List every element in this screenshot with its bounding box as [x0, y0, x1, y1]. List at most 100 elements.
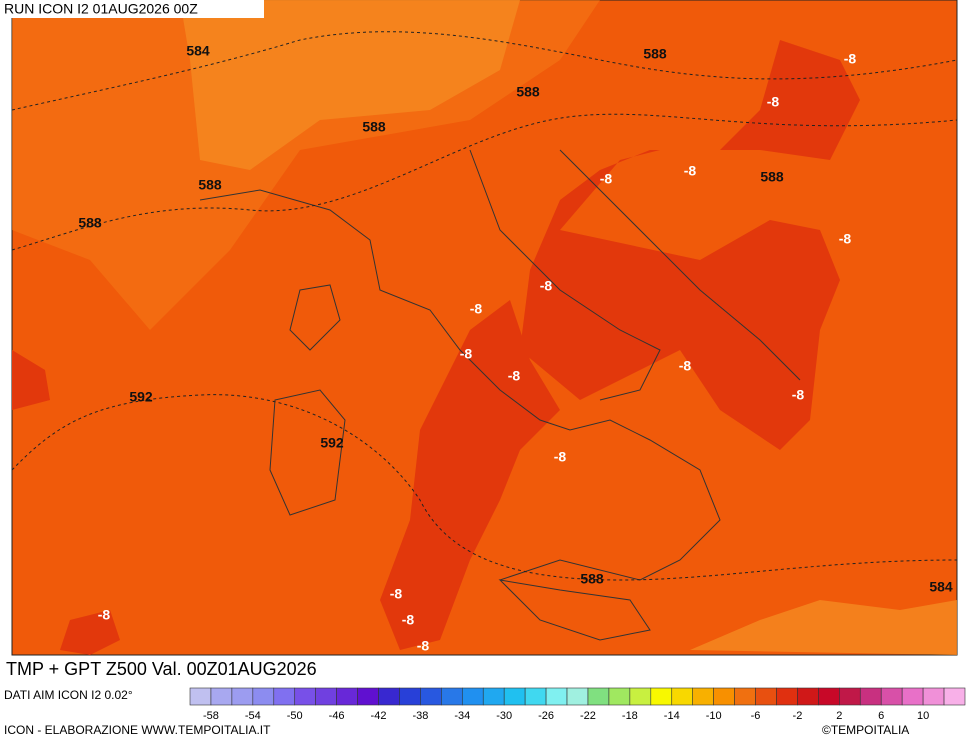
- contour-label: -8: [390, 586, 403, 602]
- run-label: RUN ICON I2 01AUG2026 00Z: [4, 1, 198, 17]
- colorbar-swatch: [943, 687, 966, 706]
- contour-label: 588: [580, 571, 604, 587]
- contour-label: -8: [540, 278, 553, 294]
- colorbar-swatch: [420, 687, 442, 706]
- colorbar-swatch: [901, 687, 924, 706]
- warm-zone: [690, 600, 957, 655]
- colorbar-swatch: [524, 687, 547, 706]
- contour-label: -8: [844, 51, 857, 67]
- map-title: TMP + GPT Z500 Val. 00Z01AUG2026: [6, 659, 317, 679]
- colorbar-label: -42: [371, 710, 387, 722]
- colorbar-swatch: [503, 687, 526, 706]
- colorbar-swatch: [441, 687, 463, 706]
- colorbar-label: -14: [664, 710, 680, 722]
- contour-label: -8: [600, 171, 613, 187]
- colorbar-swatch: [399, 687, 421, 706]
- colorbar-swatch: [566, 687, 589, 706]
- colorbar-swatch: [922, 687, 945, 706]
- colorbar-swatch: [650, 687, 673, 706]
- colorbar-label: -58: [203, 710, 219, 722]
- colorbar-swatch: [252, 687, 275, 706]
- credit: ICON - ELABORAZIONE WWW.TEMPOITALIA.IT: [4, 723, 271, 737]
- header-box: [0, 0, 264, 18]
- contour-label: 588: [78, 215, 102, 231]
- colorbar-swatch: [461, 687, 484, 706]
- colorbar-swatch: [755, 687, 777, 706]
- colorbar-swatch: [545, 687, 568, 706]
- contour-label: -8: [98, 607, 111, 623]
- colorbar-label: -2: [793, 710, 803, 722]
- colorbar: -58 -54 -50 -46 -42 -38 -34 -30 -26 -22 -18 -14 -10-…: [189, 687, 966, 722]
- colorbar-swatch: [859, 687, 882, 706]
- cool-zone: [520, 40, 860, 450]
- colorbar-label: -38: [412, 710, 428, 722]
- colorbar-swatch: [378, 687, 400, 706]
- colorbar-swatch: [713, 687, 735, 706]
- cool-zone: [380, 300, 560, 650]
- colorbar-swatch: [482, 687, 505, 706]
- colorbar-swatch: [231, 687, 254, 706]
- colorbar-swatch: [734, 687, 756, 706]
- colorbar-swatch: [587, 687, 610, 706]
- colorbar-label: -6: [751, 710, 761, 722]
- warm-zone: [180, 0, 520, 170]
- source: DATI AIM ICON I2 0.02°: [4, 688, 133, 702]
- contour-label: 584: [929, 579, 953, 595]
- contour-label: -8: [684, 163, 697, 179]
- colorbar-swatch: [629, 687, 652, 706]
- colorbar-swatch: [880, 687, 903, 706]
- contour-label: -8: [554, 449, 567, 465]
- colorbar-label: -26: [538, 710, 554, 722]
- contour-label: 592: [129, 389, 153, 405]
- copyright: ©TEMPOITALIA: [822, 723, 909, 737]
- colorbar-swatch: [608, 687, 631, 706]
- cool-zone: [60, 610, 120, 655]
- contour-label: 588: [516, 84, 540, 100]
- contour-label: -8: [417, 638, 430, 654]
- contour-label: -8: [402, 612, 415, 628]
- colorbar-label: -34: [454, 710, 470, 722]
- colorbar-swatch: [818, 687, 840, 706]
- contour-label: -8: [470, 301, 483, 317]
- colorbar-swatch: [273, 687, 296, 706]
- contour-label: -8: [792, 387, 805, 403]
- colorbar-swatch: [776, 687, 798, 706]
- colorbar-swatch: [210, 687, 233, 706]
- contour-label: -8: [767, 94, 780, 110]
- contour-label: -8: [508, 368, 521, 384]
- colorbar-label: -50: [287, 710, 303, 722]
- colorbar-swatch: [315, 687, 337, 706]
- coastline: [199, 149, 801, 641]
- colorbar-swatch: [839, 687, 861, 706]
- colorbar-label: 10: [917, 710, 929, 722]
- contour-label: -8: [679, 358, 692, 374]
- colorbar-swatch: [692, 687, 714, 706]
- contour-label: 584: [186, 43, 210, 59]
- colorbar-label: -22: [580, 710, 596, 722]
- contour-label: 588: [362, 119, 386, 135]
- colorbar-swatch: [357, 687, 379, 706]
- colorbar-label: 2: [836, 710, 842, 722]
- cool-zone: [12, 350, 50, 410]
- colorbar-label: -10: [706, 710, 722, 722]
- colorbar-swatch: [671, 687, 694, 706]
- contour-label: 588: [643, 46, 667, 62]
- colorbar-label: -30: [496, 710, 512, 722]
- contour-label: 588: [760, 169, 784, 185]
- contour-label: 592: [320, 435, 344, 451]
- colorbar-label: -46: [329, 710, 345, 722]
- colorbar-swatch: [294, 687, 316, 706]
- contour: [11, 31, 958, 581]
- colorbar-label: 6: [878, 710, 884, 722]
- contour-label: -8: [839, 231, 852, 247]
- colorbar-label: -54: [245, 710, 261, 722]
- colorbar-swatch: [797, 687, 819, 706]
- contour-label: 588: [198, 177, 222, 193]
- contour-label: -8: [460, 346, 473, 362]
- colorbar-swatch: [336, 687, 358, 706]
- title-box: [0, 657, 413, 684]
- colorbar-label: -18: [622, 710, 638, 722]
